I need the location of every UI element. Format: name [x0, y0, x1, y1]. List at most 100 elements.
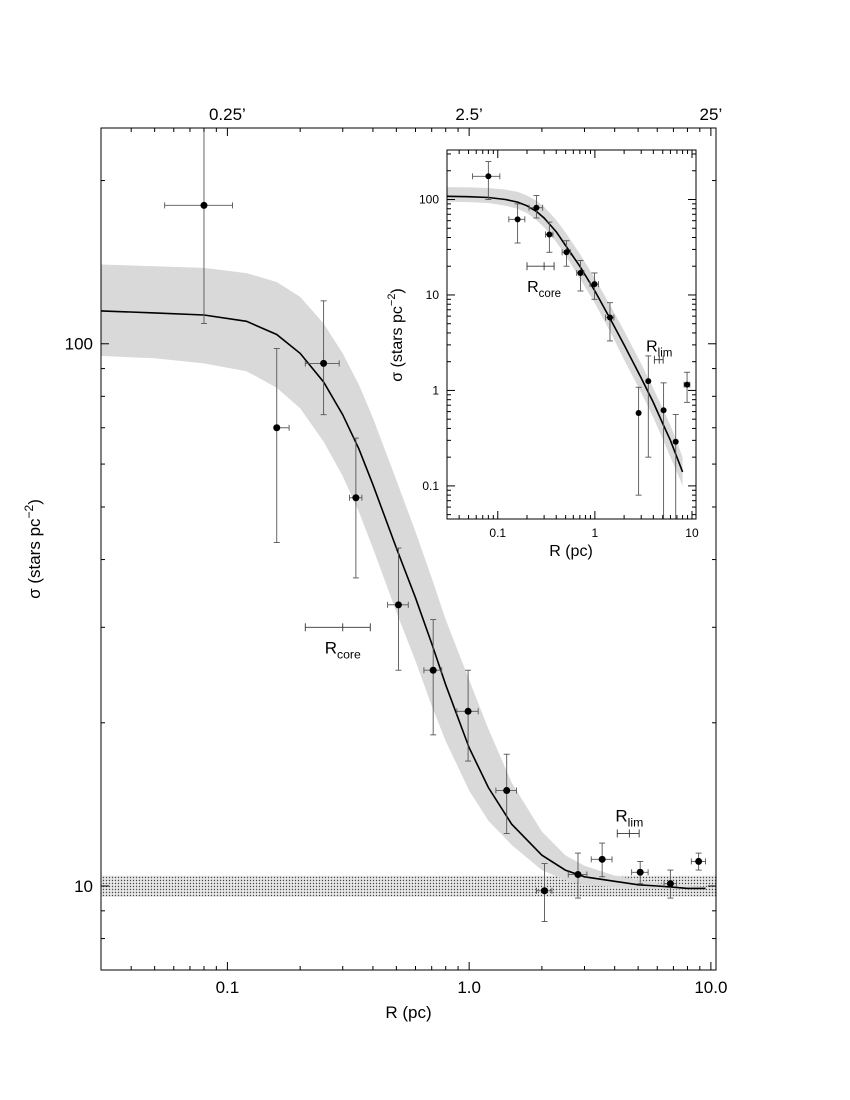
- annotation-rcore: Rcore: [526, 262, 561, 300]
- data-point-12: [663, 869, 677, 899]
- background-density-band: [101, 875, 716, 897]
- y-tick-label: 0.1: [422, 479, 439, 493]
- inset-plot-frame: [446, 149, 697, 520]
- x-tick-label: 1: [592, 526, 599, 540]
- inset-plot: Rcore Rlim 0.1 1 10 0.1 1 10 100 R (pc) σ (sta…: [386, 149, 699, 560]
- model-curve: [100, 310, 706, 890]
- annotation-label-rlim: Rlim: [615, 806, 643, 829]
- confidence-band-area: [447, 187, 683, 486]
- data-point-10: [590, 842, 613, 878]
- data-marker: [503, 787, 511, 795]
- top-axis-tick-label: 2.5’: [455, 105, 482, 124]
- data-marker: [666, 880, 674, 888]
- data-marker: [320, 359, 328, 367]
- data-point-7: [495, 753, 517, 834]
- data-marker: [352, 494, 360, 502]
- data-point-4: [387, 547, 409, 671]
- data-marker: [635, 410, 642, 417]
- background-band-rect: [101, 875, 716, 897]
- data-marker: [546, 231, 553, 238]
- y-tick-label: 100: [419, 193, 439, 207]
- annotation-label-rlim: Rlim: [646, 339, 672, 360]
- model-confidence-band: [101, 264, 706, 890]
- x-tick-label: 0.1: [216, 978, 240, 997]
- inset-x-axis-ticks: 0.1 1 10: [446, 150, 699, 540]
- data-marker: [273, 424, 281, 432]
- data-point-2: [304, 300, 340, 416]
- top-axis-tick-label: 25’: [700, 105, 723, 124]
- data-point-11: [672, 414, 679, 519]
- x-axis-ticks: 0.1 1.0 10.0: [100, 128, 727, 997]
- data-point-10: [660, 382, 667, 519]
- data-marker: [636, 868, 644, 876]
- data-marker: [695, 857, 703, 865]
- data-point-13: [690, 852, 706, 871]
- data-marker: [574, 871, 582, 879]
- x-tick-label: 10.0: [694, 978, 727, 997]
- data-point-1: [273, 348, 290, 543]
- data-marker: [533, 204, 540, 211]
- data-points: [164, 127, 706, 922]
- inset-data-points: [472, 161, 691, 519]
- model-line: [100, 310, 706, 890]
- data-point-9: [645, 355, 652, 458]
- y-tick-label: 1: [432, 384, 439, 398]
- inset-radius-annotations: Rcore Rlim: [526, 262, 672, 364]
- data-point-11: [631, 860, 649, 885]
- inset-background: [447, 150, 696, 519]
- x-tick-label: 0.1: [489, 526, 506, 540]
- inset-model-curve: [446, 195, 684, 473]
- data-marker: [394, 601, 402, 609]
- data-point-6: [456, 669, 479, 762]
- x-axis-label: R (pc): [385, 1003, 431, 1022]
- data-marker: [563, 249, 570, 256]
- data-point-9: [567, 852, 588, 899]
- data-point-5: [576, 259, 585, 292]
- radius-annotations: Rcore Rlim: [304, 623, 643, 838]
- data-marker: [672, 438, 679, 445]
- confidence-band-area: [101, 264, 706, 890]
- data-marker: [485, 173, 492, 180]
- data-point-8: [635, 386, 642, 496]
- x-tick-label: 10: [685, 526, 699, 540]
- annotation-rlim: Rlim: [646, 339, 672, 364]
- data-marker: [645, 378, 652, 385]
- data-point-8: [536, 863, 553, 922]
- data-marker: [591, 281, 598, 288]
- model-line: [446, 195, 684, 473]
- inset-y-axis-label: σ (stars pc−2): [386, 288, 406, 382]
- data-marker: [598, 855, 606, 863]
- inset-x-axis-label: R (pc): [549, 543, 593, 560]
- data-point-12: [683, 371, 691, 403]
- top-axis-ticks: 0.25’ 2.5’ 25’: [209, 105, 722, 124]
- data-marker: [200, 201, 208, 209]
- y-axis-label: σ (stars pc−2): [22, 499, 44, 599]
- data-point-5: [423, 619, 443, 736]
- data-marker: [606, 314, 613, 321]
- data-point-2: [528, 195, 544, 219]
- x-tick-label: 1.0: [457, 978, 481, 997]
- annotation-rlim: Rlim: [615, 806, 643, 838]
- y-tick-label: 10: [426, 288, 440, 302]
- annotation-label-rcore: Rcore: [527, 279, 561, 300]
- main-plot-frame: [100, 127, 717, 971]
- data-marker: [464, 707, 472, 715]
- data-point-3: [545, 221, 554, 253]
- data-marker: [684, 381, 691, 388]
- data-marker: [660, 407, 667, 414]
- data-marker: [429, 666, 437, 674]
- data-point-0: [164, 127, 233, 324]
- annotation-rcore: Rcore: [304, 623, 371, 661]
- data-point-6: [589, 272, 599, 300]
- data-marker: [577, 269, 584, 276]
- inset-model-confidence-band: [447, 187, 683, 486]
- data-point-7: [605, 302, 615, 342]
- data-marker: [541, 887, 549, 895]
- y-axis-ticks: 10 100: [65, 180, 716, 971]
- top-axis-tick-label: 0.25’: [209, 105, 246, 124]
- data-point-4: [561, 240, 571, 267]
- annotation-label-rcore: Rcore: [325, 638, 361, 661]
- data-point-3: [349, 437, 363, 579]
